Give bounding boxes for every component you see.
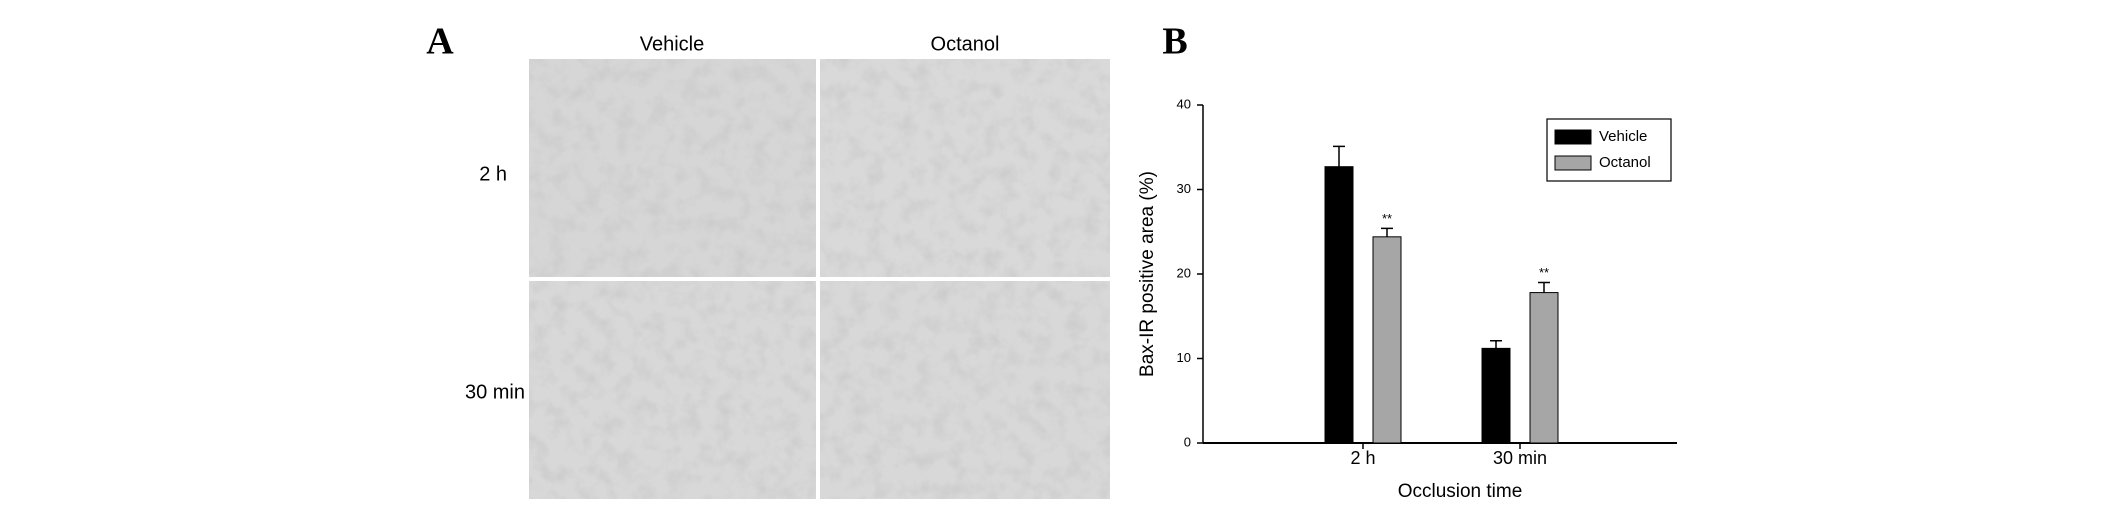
legend-box [1546,118,1672,182]
legend-swatch [1554,129,1592,145]
row-label: 30 min [465,381,525,403]
row-label: 2 h [479,163,507,185]
micrographs [529,59,1110,499]
y-tick-label: 30 [1177,181,1191,196]
legend-label: Vehicle [1599,128,1647,145]
error-bar [1333,145,1345,167]
micrograph-texture [820,281,1110,499]
bar [1529,292,1559,444]
y-axis-label: Bax-IR positive area (%) [1137,171,1158,377]
x-axis-label: Occlusion time [1398,481,1523,502]
x-tick-label: 2 h [1350,448,1375,468]
y-tick-label: 20 [1177,265,1191,280]
y-tick-label: 0 [1184,434,1191,449]
error-bar [1490,340,1502,349]
legend-label: Octanol [1599,154,1651,171]
significance-label: ** [1539,265,1549,280]
error-bar [1381,227,1393,237]
bar [1372,236,1402,444]
x-tick-label: 30 min [1493,448,1547,468]
column-header: Octanol [931,33,1000,55]
micrograph-texture [529,281,816,499]
error-bar [1538,281,1550,293]
bar [1481,347,1511,444]
legend-swatch [1554,155,1592,171]
micrograph-texture [820,59,1110,277]
bar [1324,166,1354,444]
significance-label: ** [1382,211,1392,226]
panel-label: B [1162,21,1187,63]
micrograph-texture [529,59,816,277]
y-tick-label: 40 [1177,96,1191,111]
y-tick-label: 10 [1177,350,1191,365]
panel-label: A [426,21,454,63]
column-header: Vehicle [640,33,705,55]
